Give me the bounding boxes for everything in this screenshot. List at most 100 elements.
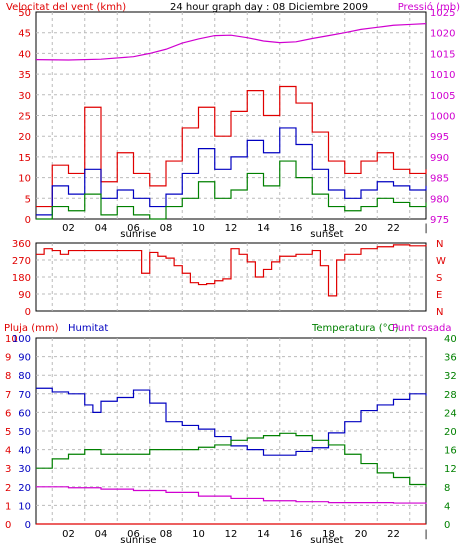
wind-tick-label: 45 <box>18 29 31 40</box>
x-tick-label: 10 <box>192 223 205 234</box>
x-tick-label: 18 <box>322 223 335 234</box>
direction-tick-label: 180 <box>12 273 31 284</box>
rain-tick-label: 4 <box>5 446 11 457</box>
temperature-tick-label: 12 <box>444 464 457 475</box>
humidity-tick-label: 0 <box>25 520 31 531</box>
compass-label: W <box>436 256 446 267</box>
climate-series-punt-rosada <box>36 486 427 505</box>
humidity-axis-title: Humitat <box>68 323 108 334</box>
temperature-axis-title: Temperatura (°C) <box>311 323 399 334</box>
direction-tick-label: 360 <box>12 239 31 250</box>
pressure-tick-label: 990 <box>430 153 449 164</box>
compass-label: S <box>436 273 442 284</box>
x-tick-label: 02 <box>62 529 75 540</box>
compass-label: E <box>436 290 442 301</box>
temperature-tick-label: 24 <box>444 408 457 419</box>
humidity-tick-label: 80 <box>18 371 31 382</box>
rain-tick-label: 7 <box>5 390 11 401</box>
x-tick-label: 22 <box>387 223 400 234</box>
temperature-tick-label: 8 <box>444 483 450 494</box>
direction-tick-label: 270 <box>12 256 31 267</box>
sunrise-label: sunrise <box>120 229 156 240</box>
humidity-tick-label: 90 <box>18 353 31 364</box>
humidity-tick-label: 40 <box>18 446 31 457</box>
wind-tick-label: 15 <box>18 153 31 164</box>
pressure-tick-label: 1020 <box>430 29 455 40</box>
rain-tick-label: 10 <box>5 334 18 345</box>
wind-tick-label: 35 <box>18 70 31 81</box>
humidity-tick-label: 70 <box>18 390 31 401</box>
wind-tick-label: 40 <box>18 49 31 60</box>
wind-tick-label: 50 <box>18 8 31 19</box>
rain-tick-label: 2 <box>5 483 11 494</box>
x-tick-label: 14 <box>257 529 270 540</box>
humidity-tick-label: 30 <box>18 464 31 475</box>
humidity-tick-label: 10 <box>18 501 31 512</box>
x-tick-label: 20 <box>355 223 368 234</box>
wind-tick-label: 10 <box>18 174 31 185</box>
x-tick-label: 22 <box>387 529 400 540</box>
x-tick-label: 18 <box>322 529 335 540</box>
wind-tick-label: 5 <box>25 194 31 205</box>
pressure-tick-label: 1010 <box>430 70 455 81</box>
temperature-tick-label: 0 <box>444 520 450 531</box>
climate-series-humitat <box>36 387 427 456</box>
dewpoint-axis-title: Punt rosada <box>392 323 451 334</box>
compass-label: N <box>436 307 443 318</box>
direction-tick-label: 0 <box>25 307 31 318</box>
humidity-tick-label: 100 <box>12 334 31 345</box>
humidity-tick-label: 20 <box>18 483 31 494</box>
compass-label: N <box>436 239 443 250</box>
pressure-tick-label: 995 <box>430 132 449 143</box>
x-tick-label: 04 <box>95 529 108 540</box>
temperature-tick-label: 16 <box>444 446 457 457</box>
wind-series-pressi- <box>35 22 427 61</box>
pressure-tick-label: 1025 <box>430 8 455 19</box>
x-tick-label: 08 <box>160 529 173 540</box>
x-tick-label: 16 <box>290 223 303 234</box>
x-tick-label: 10 <box>192 529 205 540</box>
wind-tick-label: 0 <box>25 215 31 226</box>
rain-tick-label: 6 <box>5 408 11 419</box>
temperature-tick-label: 40 <box>444 334 457 345</box>
wind-series-velocitat-m-nima <box>36 160 427 220</box>
sunrise-label: sunrise <box>120 535 156 546</box>
temperature-tick-label: 28 <box>444 390 457 401</box>
rain-tick-label: 5 <box>5 427 11 438</box>
rain-tick-label: 8 <box>5 371 11 382</box>
wind-tick-label: 30 <box>18 91 31 102</box>
humidity-tick-label: 50 <box>18 427 31 438</box>
direction-tick-label: 90 <box>18 290 31 301</box>
chart-title: 24 hour graph day : 08 Diciembre 2009 <box>170 2 368 13</box>
x-tick-label: 20 <box>355 529 368 540</box>
temperature-tick-label: 32 <box>444 371 457 382</box>
wind-tick-label: 25 <box>18 112 31 123</box>
direction-series <box>36 244 427 297</box>
temperature-tick-label: 4 <box>444 501 450 512</box>
climate-series-temperatura <box>36 432 427 487</box>
pressure-tick-label: 1005 <box>430 91 455 102</box>
rain-tick-label: 9 <box>5 353 11 364</box>
pressure-tick-label: 980 <box>430 194 449 205</box>
wind-tick-label: 20 <box>18 132 31 143</box>
rain-tick-label: 0 <box>5 520 11 531</box>
rain-tick-label: 3 <box>5 464 11 475</box>
x-tick-label: 08 <box>160 223 173 234</box>
temperature-tick-label: 20 <box>444 427 457 438</box>
humidity-tick-label: 60 <box>18 408 31 419</box>
pressure-tick-label: 1000 <box>430 112 455 123</box>
temperature-tick-label: 36 <box>444 353 457 364</box>
pressure-tick-label: 975 <box>430 215 449 226</box>
x-tick-label: 12 <box>225 223 238 234</box>
wind-axis-title: Velocitat del vent (kmh) <box>6 2 126 13</box>
pressure-tick-label: 985 <box>430 174 449 185</box>
x-tick-label: 06 <box>127 223 140 234</box>
x-tick-label: 04 <box>95 223 108 234</box>
x-tick-label: 14 <box>257 223 270 234</box>
x-tick-label: 16 <box>290 529 303 540</box>
x-tick-label: 12 <box>225 529 238 540</box>
sunset-label: sunset <box>310 535 343 546</box>
rain-axis-title: Pluja (mm) <box>4 323 59 334</box>
